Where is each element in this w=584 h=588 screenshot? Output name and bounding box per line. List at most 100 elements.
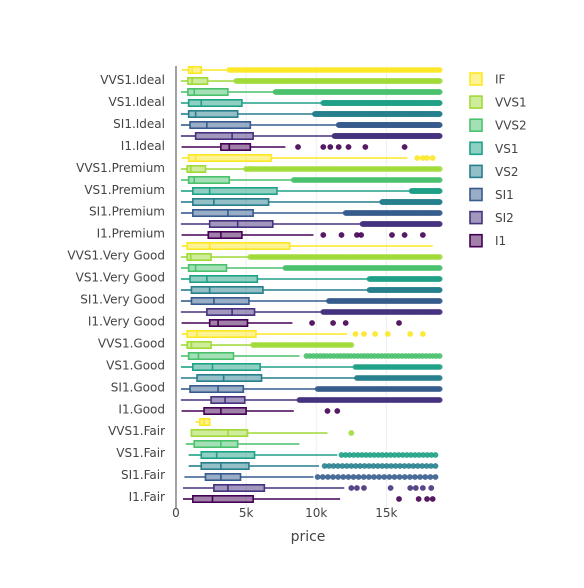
outlier-point bbox=[429, 496, 436, 502]
y-tick-label: VS1.Ideal bbox=[108, 95, 165, 109]
outlier-point bbox=[338, 232, 345, 238]
outlier-point bbox=[320, 144, 327, 150]
outlier-point bbox=[374, 463, 381, 469]
y-tick-label: VVS1.Very Good bbox=[67, 249, 165, 263]
y-tick-label: I1.Ideal bbox=[121, 139, 165, 153]
outlier-point bbox=[424, 496, 430, 502]
outlier-point bbox=[396, 496, 402, 502]
series-vvs2-trace bbox=[180, 88, 443, 448]
legend-item-si2: SI2 bbox=[469, 210, 514, 225]
outlier-point bbox=[325, 474, 331, 480]
y-tick-label: I1.Premium bbox=[97, 227, 165, 241]
outlier-point bbox=[348, 463, 355, 469]
outlier-point bbox=[403, 452, 410, 458]
outlier-point bbox=[410, 463, 417, 469]
outlier-point bbox=[436, 386, 443, 392]
outlier-point bbox=[428, 463, 434, 469]
outlier-point bbox=[423, 463, 430, 469]
outlier-point bbox=[436, 364, 443, 370]
outlier-point bbox=[405, 463, 412, 469]
outlier-point bbox=[343, 463, 350, 469]
y-tick-label: VVS1.Ideal bbox=[100, 73, 165, 87]
outlier-point bbox=[339, 463, 346, 469]
box bbox=[189, 384, 245, 393]
outlier-point bbox=[415, 496, 422, 502]
y-tick-label: I1.Fair bbox=[129, 490, 165, 504]
outlier-point bbox=[330, 320, 336, 326]
outlier-point bbox=[412, 474, 418, 480]
legend-item-si1: SI1 bbox=[469, 187, 514, 202]
outlier-point bbox=[367, 452, 373, 458]
outlier-point bbox=[391, 452, 398, 458]
outlier-point bbox=[387, 452, 394, 458]
y-tick-label: VVS1.Fair bbox=[108, 424, 165, 438]
outlier-point bbox=[436, 309, 443, 315]
outlier-point bbox=[361, 331, 367, 337]
outlier-point bbox=[309, 320, 315, 326]
outlier-point bbox=[429, 155, 436, 161]
series-si1-trace bbox=[180, 121, 443, 481]
gridlines bbox=[245, 66, 387, 508]
outlier-point bbox=[386, 474, 393, 480]
outlier-point bbox=[327, 144, 334, 150]
legend-label: SI1 bbox=[495, 188, 514, 202]
outlier-point bbox=[345, 144, 352, 150]
outlier-point bbox=[424, 452, 431, 458]
box bbox=[200, 461, 250, 470]
outlier-point bbox=[376, 474, 383, 480]
outlier-point bbox=[422, 474, 429, 480]
outlier-point bbox=[399, 452, 406, 458]
outlier-point bbox=[396, 320, 402, 326]
outlier-point bbox=[342, 320, 349, 326]
outlier-point bbox=[345, 474, 352, 480]
y-tick-label: VS1.Good bbox=[106, 358, 165, 372]
outlier-point bbox=[436, 265, 443, 271]
outlier-point bbox=[348, 485, 355, 491]
outlier-point bbox=[436, 133, 443, 139]
x-tick-label: 10k bbox=[305, 506, 327, 520]
outlier-point bbox=[419, 155, 426, 161]
outlier-point bbox=[359, 452, 365, 458]
box bbox=[186, 253, 212, 262]
series-vs1-trace bbox=[180, 99, 443, 459]
x-tick-label: 0 bbox=[172, 506, 180, 520]
box bbox=[186, 329, 257, 338]
legend-item-vvs1: VVS1 bbox=[469, 95, 527, 110]
outlier-point bbox=[401, 232, 408, 238]
legend-swatch bbox=[469, 233, 483, 248]
box bbox=[208, 318, 249, 327]
outlier-point bbox=[432, 474, 439, 480]
outlier-point bbox=[420, 452, 427, 458]
box bbox=[192, 362, 261, 371]
outlier-point bbox=[436, 298, 443, 304]
outlier-point bbox=[346, 452, 353, 458]
y-tick-label: VS1.Premium bbox=[84, 183, 165, 197]
outlier-point bbox=[350, 474, 357, 480]
box bbox=[220, 143, 252, 152]
outlier-point bbox=[352, 463, 359, 469]
series-i1-trace bbox=[181, 143, 436, 503]
box bbox=[204, 472, 242, 481]
outlier-point bbox=[407, 485, 414, 491]
legend-label: VS2 bbox=[495, 165, 518, 179]
outlier-point bbox=[396, 474, 403, 480]
outlier-point bbox=[370, 463, 377, 469]
y-tick-label: SI1.Good bbox=[111, 380, 165, 394]
box bbox=[187, 110, 239, 119]
box bbox=[203, 406, 247, 415]
legend-label: SI2 bbox=[495, 211, 514, 225]
outlier-point bbox=[432, 452, 439, 458]
outlier-point bbox=[365, 474, 372, 480]
outlier-point bbox=[436, 78, 443, 84]
outlier-point bbox=[436, 166, 443, 172]
legend-item-i1: I1 bbox=[469, 233, 506, 248]
box bbox=[194, 132, 254, 141]
box bbox=[187, 77, 209, 86]
outlier-point bbox=[424, 155, 430, 161]
x-tick-labels: 0 5k 10k 15k bbox=[172, 506, 397, 520]
outlier-point bbox=[436, 111, 443, 117]
outlier-point bbox=[436, 67, 443, 73]
y-tick-label: SI1.Very Good bbox=[80, 293, 165, 307]
y-tick-label: VS1.Fair bbox=[116, 446, 165, 460]
